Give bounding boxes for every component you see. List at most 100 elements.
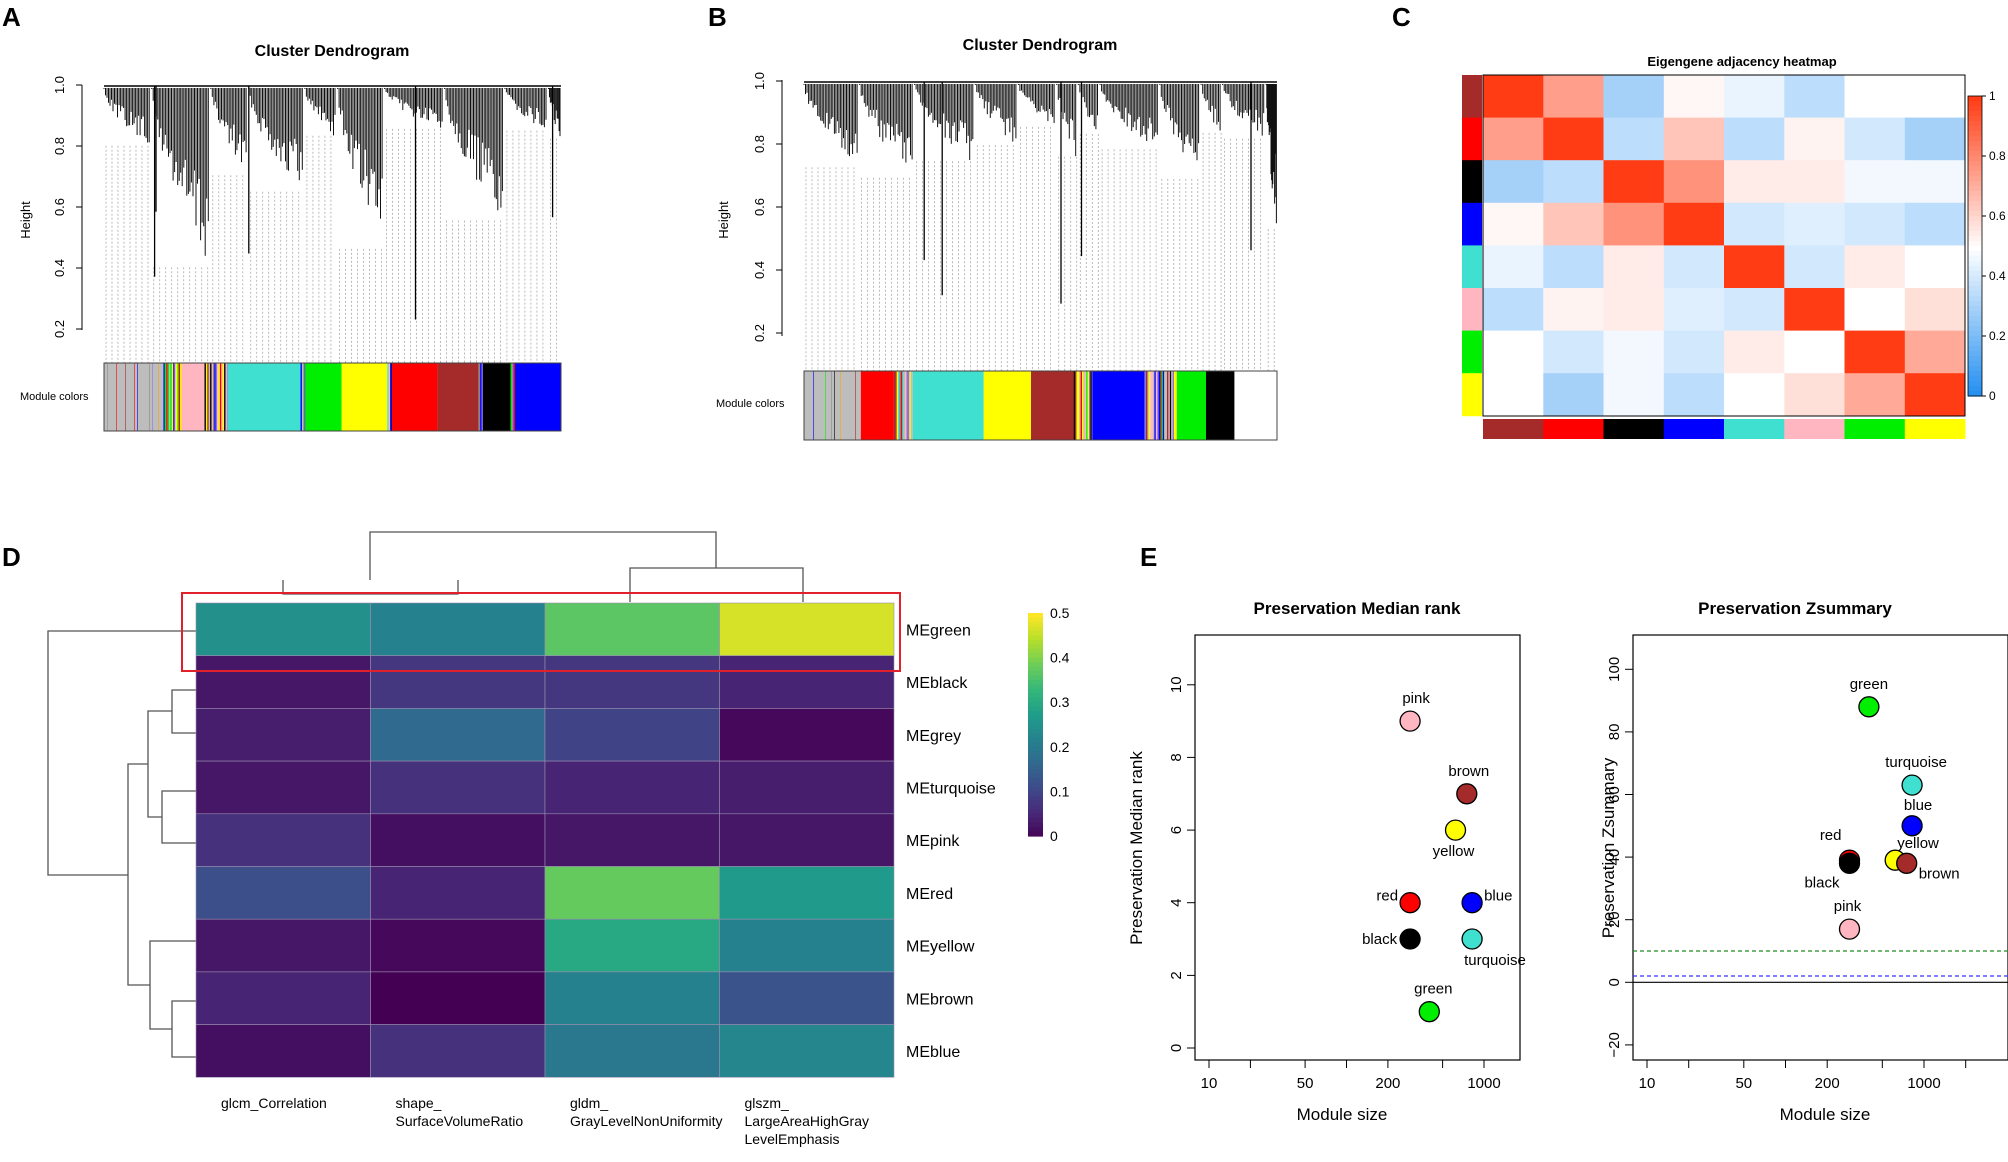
panel-c-heatmap-cell — [1483, 75, 1544, 118]
panel-c-scale-step — [1968, 176, 1982, 182]
panel-c-column-color-strip — [1844, 419, 1906, 439]
scatter-point-label: red — [1376, 888, 1398, 905]
panel-d-col-dendro-branch — [369, 531, 717, 580]
panel-d-row-label: MEred — [906, 886, 953, 903]
module-bar-mixed-strip — [1161, 371, 1163, 440]
panel-e2-ylabel: Preservation Zsummary — [1599, 757, 1618, 938]
panel-c-scale-step — [1968, 306, 1982, 312]
panel-c-scale-step — [1968, 251, 1982, 257]
panel-c-scale-step — [1968, 356, 1982, 362]
module-bar-mixed-strip — [167, 363, 170, 431]
panel-c-scale-frame — [1967, 95, 1983, 397]
panel-d-scale-step — [1028, 773, 1043, 779]
module-bar-mixed-strip — [1174, 371, 1176, 440]
panel-c-heatmap-cell — [1543, 160, 1604, 204]
panel-d-scale-step — [1028, 630, 1043, 636]
panel-b-ytick-label: 1.0 — [752, 72, 767, 90]
scatter-point-label: blue — [1484, 888, 1512, 905]
panel-d-heatmap-cells — [195, 602, 895, 1078]
panel-c-scale-step — [1968, 236, 1982, 242]
panel-a-ytick-label: 0.6 — [52, 198, 67, 216]
panel-d-scale-step — [1028, 795, 1043, 801]
module-bar-mixed-strip — [1077, 371, 1080, 440]
panel-c-heatmap-cell — [1603, 245, 1665, 289]
panel-a-dendrogram: Cluster Dendrogram Height 1.0 0.8 0.6 0.… — [18, 43, 562, 432]
panel-d-color-scale: 0.5 0.4 0.3 0.2 0.1 0 — [1028, 605, 1070, 844]
module-bar-mixed-strip — [481, 363, 483, 431]
panel-d-scale-step — [1028, 693, 1043, 699]
panel-c-heatmap-cell — [1844, 373, 1906, 417]
panel-d-scale-step — [1028, 702, 1043, 708]
panel-c-scale-step — [1968, 226, 1982, 232]
panel-c-scale-step — [1968, 376, 1982, 382]
module-bar-mixed-strip — [210, 363, 212, 431]
panel-e2-plot-frame — [1632, 634, 2008, 1061]
scatter-point-label: yellow — [1433, 843, 1475, 860]
panel-c-heatmap-cell — [1543, 117, 1604, 161]
panel-a-ytick-label: 0.8 — [52, 137, 67, 155]
panel-a-module-color-bar — [104, 363, 561, 431]
panel-c-scale-step — [1968, 381, 1982, 387]
module-bar-mixed-strip — [1150, 371, 1152, 440]
panel-b-module-bar-frame — [803, 370, 1278, 441]
panel-c-heatmap-cell — [1543, 75, 1604, 118]
panel-d-scale-step — [1028, 737, 1043, 743]
panel-d-highlight-box — [181, 592, 901, 672]
panel-d-column-labels: glcm_Correlation shape_ SurfaceVolumeRatio… — [221, 1095, 869, 1147]
panel-c-heatmap-cell — [1603, 288, 1665, 331]
panel-e1-points: pink brown yellow red blue black turquoise gree… — [1362, 690, 1526, 1023]
panel-c-scale-step — [1968, 171, 1982, 177]
panel-d-heatmap-cell — [544, 1024, 720, 1078]
panel-c-row-color-strip — [1462, 373, 1482, 417]
scatter-ytick-label: 20 — [1606, 911, 1623, 928]
panel-c-scale-step — [1968, 271, 1982, 277]
panel-d-scale-label: 0.3 — [1050, 694, 1070, 710]
panel-c-heatmap-cell — [1603, 202, 1665, 246]
panel-d-column-label-line: LevelEmphasis — [745, 1131, 840, 1147]
panel-c-scale-step — [1968, 276, 1982, 282]
panel-e-zsummary-plot: Preservation Zsummary Preservation Zsumm… — [1599, 599, 2008, 1124]
module-bar-mixed-strip — [211, 363, 213, 431]
panel-c-scale-step — [1968, 366, 1982, 372]
panel-d-heatmap-cell — [719, 813, 895, 867]
module-bar-mixed-strip — [1171, 371, 1173, 440]
module-bar-mixed-strip — [1084, 371, 1087, 440]
panel-c-heatmap-cell — [1904, 288, 1966, 331]
panel-b-title: Cluster Dendrogram — [963, 37, 1118, 54]
module-bar-mixed-strip — [1158, 371, 1161, 440]
scatter-point — [1461, 892, 1483, 914]
panel-c-column-color-strip — [1724, 419, 1785, 439]
panel-e2-axes: 10 50 200 1000 −20 0 20 40 60 80 100 — [1606, 657, 2008, 1092]
module-bar-mixed-strip — [300, 363, 302, 431]
panel-c-heatmap-cell — [1784, 160, 1845, 204]
panel-c-scale-step — [1968, 316, 1982, 322]
module-bar-mixed-strip — [388, 363, 391, 431]
scatter-point — [1399, 892, 1421, 914]
panel-b-dendrogram-tree — [803, 81, 1277, 371]
panel-d-scale-step — [1028, 755, 1043, 761]
panel-e2-title: Preservation Zsummary — [1698, 599, 1892, 618]
panel-d-scale-step — [1028, 697, 1043, 703]
module-bar-gene-strip — [152, 363, 153, 431]
module-bar-mixed-strip — [180, 363, 182, 431]
panel-e1-ylabel: Preservation Median rank — [1127, 751, 1146, 945]
panel-d-scale-step — [1028, 666, 1043, 672]
panel-d-scale-step — [1028, 813, 1043, 819]
panel-d-row-dendro-branch — [47, 630, 196, 876]
panel-c-heatmap-cell — [1483, 330, 1544, 374]
scatter-ytick-label: 0 — [1606, 978, 1623, 986]
panel-c-heatmap-cell — [1904, 160, 1966, 204]
panel-label-a: A — [2, 2, 21, 32]
scatter-point — [1901, 815, 1923, 837]
module-bar-mixed-strip — [178, 363, 181, 431]
scatter-point — [1456, 783, 1478, 805]
panel-c-heatmap-cell — [1603, 160, 1665, 204]
panel-d-column-label-line: glszm_ — [745, 1095, 790, 1111]
panel-c-scale-label: 0.6 — [1989, 209, 2006, 223]
module-bar-mixed-strip — [893, 371, 896, 440]
module-bar-gene-strip — [137, 363, 138, 431]
panel-b-module-colors-label: Module colors — [716, 398, 785, 410]
panel-d-heatmap-cell — [544, 918, 720, 973]
panel-b-ylabel: Height — [716, 201, 731, 239]
module-bar-mixed-strip — [218, 363, 220, 431]
